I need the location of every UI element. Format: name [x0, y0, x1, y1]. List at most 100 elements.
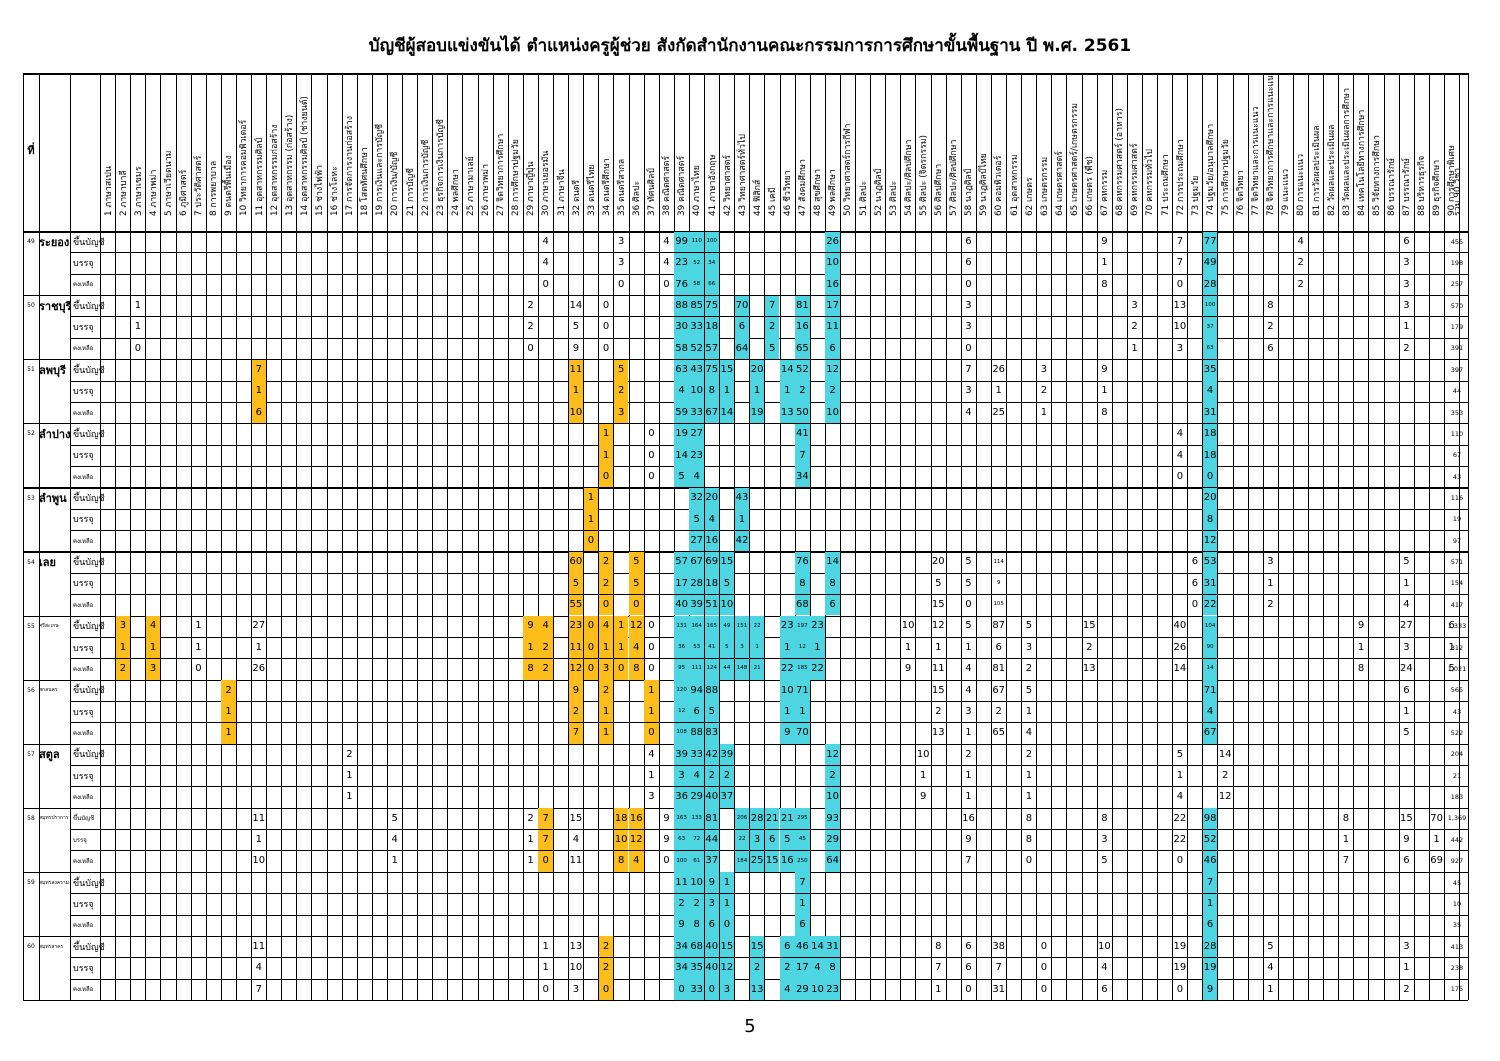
value-cell: 5 [613, 359, 629, 381]
value-cell: 5 [1403, 556, 1410, 568]
subject-header: 47 สังคมศึกษา [795, 76, 810, 230]
table-hline [70, 380, 1468, 382]
subject-header: 32 ดนตรี [568, 76, 583, 230]
subject-label: 37 ทัศนศิลป์ [647, 168, 658, 216]
table-vline [794, 73, 796, 1000]
table-hline [70, 530, 1468, 532]
value-cell: 19 [1173, 940, 1187, 952]
subject-header: 56 ศิลปศึกษา [931, 76, 946, 230]
value-cell: 1 [920, 769, 927, 781]
table-vline [1187, 73, 1189, 1000]
row-kind: คงเหลือ [73, 729, 94, 737]
value-cell: 0 [583, 616, 599, 637]
row-total: 198 [1450, 259, 1464, 268]
value-cell: 1 [145, 637, 161, 659]
row-kind: คงเหลือ [73, 665, 94, 673]
subject-header: 53 ศิลปะ [885, 76, 900, 230]
table-hline [70, 893, 1468, 895]
value-cell: 111 [689, 658, 704, 680]
subject-label: 58 นาฏศิลป์ [964, 168, 975, 216]
subject-header: 63 เกษตรกรรม [1036, 76, 1051, 230]
value-cell: 3 [734, 637, 750, 659]
row-kind: ขึ้นบัญชี [73, 365, 105, 376]
value-cell: 11 [569, 855, 583, 867]
value-cell: 10 [901, 620, 915, 632]
value-cell: 31 [1202, 402, 1218, 424]
province-no: 60 [27, 943, 35, 951]
value-cell: 7 [965, 364, 972, 376]
value-cell: 46 [795, 936, 810, 958]
row-kind: คงเหลือ [73, 601, 94, 609]
table-vline [507, 73, 509, 1000]
value-cell: 22 [1173, 812, 1187, 824]
value-cell: 1 [1403, 705, 1410, 717]
value-cell: 5 [689, 509, 704, 531]
subject-header: 16 ช่างโลหะ [327, 76, 342, 230]
value-cell: 87 [992, 620, 1006, 632]
row-total: 45 [1452, 878, 1462, 887]
value-cell: 17 [825, 295, 840, 317]
page-title: บัญชีผู้สอบแข่งขันได้ ตำแหน่งครูผู้ช่วย … [368, 36, 1132, 56]
subject-header: 33 ดนตรีไทย [583, 76, 598, 230]
table-vline [839, 73, 841, 1000]
value-cell: 21 [780, 808, 795, 830]
value-cell: 3 [1403, 940, 1410, 952]
value-cell: 6 [764, 829, 780, 851]
value-cell: 16 [780, 850, 795, 872]
province-name: สมุทรสาคร [39, 943, 64, 950]
subject-label: 46 ชีววิทยา [783, 170, 794, 216]
value-cell: 9 [904, 663, 912, 675]
value-cell: 120 [674, 680, 689, 701]
row-kind: บรรจุ [73, 771, 94, 782]
value-cell: 72 [689, 829, 704, 851]
value-cell: 10 [568, 402, 584, 424]
value-cell: 35 [1202, 359, 1218, 381]
value-cell: 100 [704, 231, 720, 253]
value-cell: 11 [825, 316, 840, 338]
value-cell: 108 [674, 722, 689, 744]
value-cell: 3 [965, 705, 972, 717]
row-kind: คงเหลือ [73, 537, 94, 545]
value-cell: 1 [255, 641, 262, 653]
value-cell: 1 [965, 641, 972, 653]
row-total: 154 [1450, 579, 1464, 588]
row-total: 97 [1452, 536, 1462, 545]
value-cell: 0 [648, 663, 655, 675]
province-name: ราชบุรี [39, 299, 70, 313]
province-no: 49 [27, 238, 35, 246]
value-cell: 9 [1101, 364, 1108, 376]
row-total: 43 [1452, 707, 1462, 716]
subject-header: 58 นาฏศิลป์ [961, 76, 976, 230]
value-cell: 1 [568, 381, 584, 402]
value-cell: 9 [1202, 979, 1218, 1000]
table-hline [70, 722, 1468, 724]
table-vline [386, 73, 388, 1000]
table-vline [1468, 73, 1469, 1000]
table-hline [70, 444, 1468, 446]
value-cell: 19 [749, 402, 765, 424]
value-cell: 0 [663, 855, 670, 867]
row-total: 455 [1450, 237, 1464, 246]
value-cell: 10 [916, 748, 930, 760]
subject-header: 5 ภาษาเวียดนาม [160, 76, 175, 230]
table-vline [1006, 73, 1007, 1000]
value-cell: 59 [674, 402, 689, 424]
value-cell: 11 [252, 812, 266, 824]
value-cell: 3 [1403, 257, 1410, 269]
value-cell: 8 [629, 658, 644, 680]
subject-header: 61 อุตสาหกรรม [1006, 76, 1021, 230]
row-total: 413 [1450, 942, 1464, 951]
table-vline [568, 73, 570, 1000]
value-cell: 3 [674, 765, 689, 787]
value-cell: 2 [795, 381, 810, 402]
subject-header: 21 การบัญชี [402, 76, 417, 230]
value-cell: 18 [613, 808, 629, 830]
value-cell: 23 [810, 616, 825, 637]
row-total: 522 [1450, 728, 1464, 737]
value-cell: 43 [734, 487, 750, 509]
value-cell: 9 [1101, 235, 1108, 247]
subject-header: 59 นาฏศิลป์ไทย [976, 76, 991, 230]
value-cell: 2 [965, 748, 972, 760]
subject-label: 29 ภาษาญี่ปุ่น [526, 161, 537, 216]
value-cell: 1 [1101, 257, 1108, 269]
